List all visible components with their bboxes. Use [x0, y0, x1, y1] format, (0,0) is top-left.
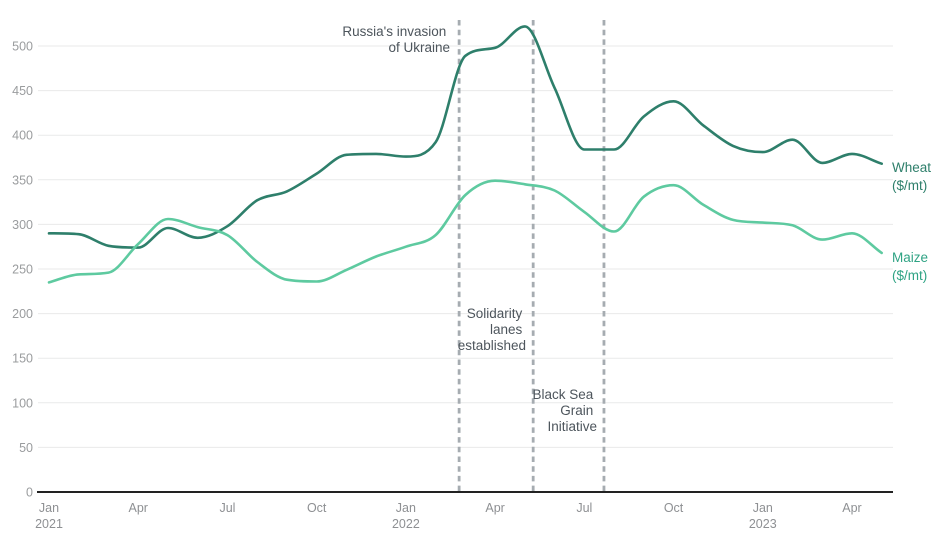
x-tick-jan2021: Jan [39, 501, 59, 515]
x-tick-jul: Jul [576, 501, 592, 515]
annotation-line: Russia's invasion [342, 24, 446, 39]
maize-label-unit: ($/mt) [892, 268, 927, 283]
wheat-series-label: Wheat ($/mt) [892, 160, 931, 193]
x-tick-jan2022: Jan [396, 501, 416, 515]
wheat-price-line [47, 25, 883, 249]
wheat-label-name: Wheat [892, 160, 931, 175]
wheat-label-unit: ($/mt) [892, 178, 927, 193]
y-tick-450: 450 [12, 84, 33, 98]
y-tick-50: 50 [19, 441, 33, 455]
y-tick-350: 350 [12, 173, 33, 187]
x-tick-apr: Apr [842, 501, 861, 515]
annotation-solidarity-lanes: Solidarity lanes established [458, 306, 526, 353]
y-tick-100: 100 [12, 396, 33, 410]
y-tick-0: 0 [26, 486, 33, 500]
x-tick-oct: Oct [664, 501, 684, 515]
annotation-line: established [458, 338, 526, 353]
y-tick-500: 500 [12, 40, 33, 54]
y-tick-250: 250 [12, 263, 33, 277]
maize-label-name: Maize [892, 250, 928, 265]
annotation-black-sea-grain: Black Sea Grain Initiative [532, 387, 597, 434]
annotation-line: lanes [490, 322, 523, 337]
event-marker-lines [457, 20, 606, 491]
annotation-line: Initiative [547, 419, 597, 434]
x-tick-year-2023: 2023 [749, 517, 777, 531]
x-tick-year-2021: 2021 [35, 517, 63, 531]
svg-text:Solidarity lanes: Solidarity lanes established [458, 306, 526, 353]
x-tick-year-2022: 2022 [392, 517, 420, 531]
x-tick-oct: Oct [307, 501, 327, 515]
annotation-line: Solidarity [467, 306, 523, 321]
annotation-line: Black Sea [532, 387, 593, 402]
x-tick-jul: Jul [219, 501, 235, 515]
x-tick-apr: Apr [128, 501, 147, 515]
y-tick-300: 300 [12, 218, 33, 232]
maize-price-line [47, 179, 883, 284]
gridlines [38, 45, 893, 448]
y-axis-labels: 0 50 100 150 200 250 300 350 400 450 500 [12, 40, 33, 500]
y-tick-200: 200 [12, 307, 33, 321]
x-axis-labels: Jan 2021 Apr Jul Oct Jan 2022 Apr Jul Oct Jan 2023 A… [35, 501, 862, 531]
annotation-line: of Ukraine [388, 40, 450, 55]
y-tick-400: 400 [12, 129, 33, 143]
svg-text:Russia's invasion of U: Russia's invasion of Ukraine [342, 24, 450, 55]
annotation-russias-invasion: Russia's invasion of Ukraine [342, 24, 450, 55]
y-tick-150: 150 [12, 352, 33, 366]
x-tick-jan2023: Jan [753, 501, 773, 515]
maize-series-label: Maize ($/mt) [892, 250, 928, 283]
svg-text:Black Sea Grain: Black Sea Grain Initiative [532, 387, 597, 434]
annotation-line: Grain [560, 403, 593, 418]
x-tick-apr: Apr [485, 501, 504, 515]
